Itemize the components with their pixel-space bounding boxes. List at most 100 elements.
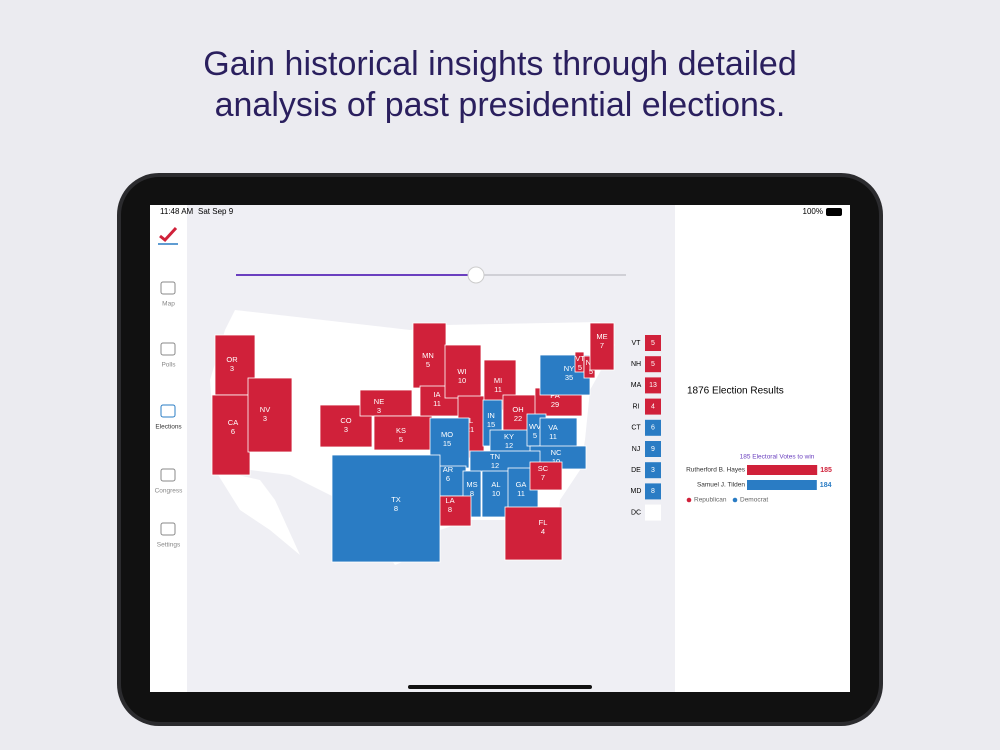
small-state-votes: 3 <box>651 467 655 474</box>
state-votes: 10 <box>492 489 500 498</box>
small-state-votes: 5 <box>651 361 655 368</box>
vote-count: 185 <box>820 467 832 474</box>
small-state-box <box>645 335 661 351</box>
state-votes: 3 <box>377 406 381 415</box>
nav-icon[interactable] <box>160 522 176 536</box>
threshold-label: 185 Electoral Votes to win <box>740 454 815 461</box>
headline: Gain historical insights through detaile… <box>203 45 796 83</box>
state-votes: 11 <box>433 399 441 408</box>
small-state-abbr: NJ <box>632 446 641 453</box>
sidebar <box>150 205 187 692</box>
map-territory <box>215 470 300 555</box>
small-state-box <box>645 356 661 373</box>
small-state-abbr: DC <box>631 509 641 516</box>
state <box>434 495 472 527</box>
small-state-votes: 8 <box>651 488 655 495</box>
state <box>529 461 563 491</box>
nav-label[interactable]: Congress <box>155 488 184 495</box>
vote-bar <box>747 465 818 475</box>
results-title: 1876 Election Results <box>687 386 784 397</box>
state-abbr: KY <box>504 432 514 441</box>
state-votes: 5 <box>578 363 582 372</box>
legend-label: Republican <box>694 497 727 504</box>
small-state-votes: 6 <box>651 425 655 432</box>
nav-icon[interactable] <box>160 281 176 295</box>
state-abbr: IN <box>487 411 495 420</box>
state-abbr: FL <box>539 518 548 527</box>
slider-knob[interactable] <box>467 266 485 284</box>
state-abbr: VA <box>548 423 557 432</box>
small-state-box <box>645 419 661 436</box>
state-abbr: NC <box>551 448 562 457</box>
nav-icon[interactable] <box>160 468 176 482</box>
state-votes: 11 <box>494 385 502 394</box>
nav-icon[interactable] <box>160 342 176 356</box>
state <box>211 394 251 476</box>
state-abbr: CO <box>340 416 351 425</box>
status-battery: 100% <box>803 207 823 216</box>
state-votes: 10 <box>458 376 466 385</box>
state-votes: 8 <box>448 505 452 514</box>
state-abbr: OR <box>226 355 238 364</box>
state-abbr: MS <box>466 480 477 489</box>
state <box>359 389 413 417</box>
state-votes: 12 <box>491 461 499 470</box>
state <box>331 454 441 563</box>
small-state-box <box>645 483 661 500</box>
state-abbr: KS <box>396 426 406 435</box>
nav-label[interactable]: Elections <box>155 424 182 431</box>
state-votes: 5 <box>399 435 403 444</box>
state-votes: 3 <box>230 364 234 373</box>
home-indicator <box>408 685 592 689</box>
nav-label[interactable]: Settings <box>157 542 181 549</box>
logo <box>159 226 178 243</box>
state <box>247 377 293 453</box>
state-votes: 5 <box>533 431 537 440</box>
state-abbr: TX <box>391 495 401 504</box>
results-panel <box>675 205 850 692</box>
state-abbr: SC <box>538 464 549 473</box>
vote-bar <box>747 480 817 490</box>
small-state-abbr: MA <box>631 382 642 389</box>
status-time: 11:48 AM <box>160 207 194 216</box>
state <box>481 470 510 518</box>
state-votes: 11 <box>517 489 525 498</box>
state-abbr: AR <box>443 465 454 474</box>
state-votes: 12 <box>505 441 513 450</box>
vote-count: 184 <box>820 482 832 489</box>
state-abbr: MO <box>441 430 453 439</box>
headline: analysis of past presidential elections. <box>215 86 786 124</box>
small-state-abbr: CT <box>631 425 641 432</box>
state-abbr: GA <box>516 480 527 489</box>
state-abbr: IL <box>467 416 473 425</box>
state-votes: 3 <box>344 425 348 434</box>
state-abbr: AL <box>491 480 500 489</box>
state-votes: 8 <box>394 504 398 513</box>
legend-dot <box>686 497 692 503</box>
small-state-box <box>645 462 661 479</box>
state-abbr: VT <box>575 354 585 363</box>
legend-label: Democrat <box>740 497 768 504</box>
state-abbr: WI <box>457 367 466 376</box>
candidate-name: Rutherford B. Hayes <box>686 467 746 474</box>
state-abbr: PA <box>550 391 559 400</box>
state-abbr: MN <box>422 351 434 360</box>
nav-label[interactable]: Map <box>162 301 175 308</box>
state-votes: 7 <box>600 341 604 350</box>
state-abbr: OH <box>512 405 523 414</box>
state-votes: 5 <box>426 360 430 369</box>
small-state-votes: 9 <box>651 446 655 453</box>
state-votes: 21 <box>466 425 474 434</box>
state-votes: 6 <box>446 474 450 483</box>
nav-label[interactable]: Polls <box>161 362 176 369</box>
state-votes: 6 <box>231 427 235 436</box>
nav-icon[interactable] <box>160 404 176 418</box>
small-state-abbr: MD <box>631 488 642 495</box>
state <box>504 506 563 561</box>
small-state-abbr: RI <box>633 403 640 410</box>
state <box>412 322 447 389</box>
state-votes: 3 <box>263 414 267 423</box>
state <box>444 344 482 399</box>
